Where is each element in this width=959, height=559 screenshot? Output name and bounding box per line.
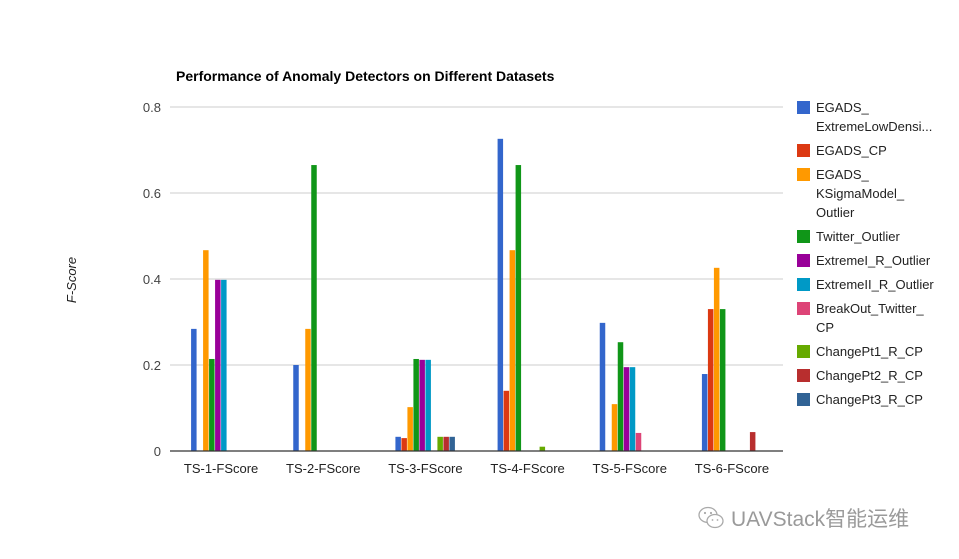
y-tick-label: 0.6 <box>143 186 161 201</box>
bar-changept2-r-cp-ts-6-fscore[interactable] <box>749 432 756 451</box>
y-tick-label: 0.4 <box>143 272 161 287</box>
bar-twitter-outlier-ts-5-fscore[interactable] <box>617 342 624 451</box>
watermark: UAVStack智能运维 <box>697 503 909 533</box>
legend-label: ChangePt3_R_CP <box>816 392 923 407</box>
bar-egads-ksigmamodel-outlier-ts-6-fscore[interactable] <box>713 267 720 451</box>
bar-twitter-outlier-ts-1-fscore[interactable] <box>209 358 215 451</box>
bar-egads-extremelowdensi--ts-2-fscore[interactable] <box>293 365 299 451</box>
bar-twitter-outlier-ts-4-fscore[interactable] <box>515 165 522 452</box>
legend-swatch <box>797 278 810 291</box>
legend-label: CP <box>816 320 834 335</box>
legend[interactable]: EGADS_ ExtremeLowDensi... EGADS_CP EGADS_ KS… <box>797 100 934 407</box>
legend-swatch <box>797 369 810 382</box>
bar-egads-extremelowdensi--ts-6-fscore[interactable] <box>701 374 708 451</box>
legend-swatch <box>797 393 810 406</box>
legend-label: EGADS_CP <box>816 143 887 158</box>
legend-label: EGADS_ <box>816 100 870 115</box>
bar-twitter-outlier-ts-3-fscore[interactable] <box>413 358 419 451</box>
legend-swatch <box>797 302 810 315</box>
legend-item[interactable]: ExtremeI_R_Outlier <box>797 253 931 268</box>
bar-twitter-outlier-ts-2-fscore[interactable] <box>311 165 317 452</box>
legend-label: ExtremeLowDensi... <box>816 119 932 134</box>
legend-label: BreakOut_Twitter_ <box>816 301 924 316</box>
bar-egads-extremelowdensi--ts-3-fscore[interactable] <box>395 436 401 451</box>
bar-egads-cp-ts-3-fscore[interactable] <box>401 438 407 451</box>
x-tick-label: TS-1-FScore <box>184 461 258 476</box>
bar-breakout-twitter-cp-ts-5-fscore[interactable] <box>635 432 642 451</box>
bars <box>191 138 756 452</box>
x-tick-label: TS-2-FScore <box>286 461 360 476</box>
bar-extremeii-r-outlier-ts-5-fscore[interactable] <box>629 367 636 451</box>
bar-egads-ksigmamodel-outlier-ts-2-fscore[interactable] <box>305 328 311 451</box>
legend-swatch <box>797 144 810 157</box>
bar-egads-extremelowdensi--ts-4-fscore[interactable] <box>497 138 504 451</box>
legend-item[interactable]: BreakOut_Twitter_ CP <box>797 301 924 335</box>
bar-egads-cp-ts-6-fscore[interactable] <box>707 309 714 451</box>
legend-item[interactable]: EGADS_CP <box>797 143 887 158</box>
y-axis-label: F-Score <box>64 257 79 303</box>
legend-label: EGADS_ <box>816 167 870 182</box>
legend-swatch <box>797 230 810 243</box>
y-tick-label: 0.2 <box>143 358 161 373</box>
bar-egads-extremelowdensi--ts-1-fscore[interactable] <box>191 328 197 451</box>
legend-label: ExtremeI_R_Outlier <box>816 253 931 268</box>
legend-item[interactable]: Twitter_Outlier <box>797 229 900 244</box>
bar-changept2-r-cp-ts-3-fscore[interactable] <box>443 436 449 451</box>
legend-item[interactable]: ChangePt3_R_CP <box>797 392 923 407</box>
bar-extremei-r-outlier-ts-5-fscore[interactable] <box>623 367 630 451</box>
grid <box>170 106 783 366</box>
bar-changept3-r-cp-ts-3-fscore[interactable] <box>449 436 455 451</box>
legend-swatch <box>797 168 810 181</box>
bar-changept1-r-cp-ts-3-fscore[interactable] <box>437 436 443 451</box>
y-tick-labels: 0 0.2 0.4 0.6 0.8 <box>143 100 161 459</box>
legend-label: ChangePt2_R_CP <box>816 368 923 383</box>
legend-swatch <box>797 101 810 114</box>
legend-swatch <box>797 254 810 267</box>
x-tick-labels: TS-1-FScore TS-2-FScore TS-3-FScore TS-4-FS… <box>184 461 769 476</box>
x-tick-label: TS-6-FScore <box>695 461 769 476</box>
legend-item[interactable]: ChangePt1_R_CP <box>797 344 923 359</box>
legend-label: KSigmaModel_ <box>816 186 905 201</box>
bar-extremeii-r-outlier-ts-3-fscore[interactable] <box>425 359 431 451</box>
bar-egads-extremelowdensi--ts-5-fscore[interactable] <box>599 322 606 451</box>
legend-item[interactable]: ChangePt2_R_CP <box>797 368 923 383</box>
bar-extremei-r-outlier-ts-1-fscore[interactable] <box>215 279 221 451</box>
wechat-icon <box>698 506 724 529</box>
bar-extremei-r-outlier-ts-3-fscore[interactable] <box>419 359 425 451</box>
chart-title: Performance of Anomaly Detectors on Diff… <box>176 68 555 84</box>
bar-egads-cp-ts-4-fscore[interactable] <box>503 390 510 451</box>
bar-egads-ksigmamodel-outlier-ts-4-fscore[interactable] <box>509 250 516 451</box>
x-tick-label: TS-4-FScore <box>490 461 564 476</box>
bar-twitter-outlier-ts-6-fscore[interactable] <box>719 309 726 451</box>
legend-label: Twitter_Outlier <box>816 229 900 244</box>
legend-swatch <box>797 345 810 358</box>
watermark-text: UAVStack智能运维 <box>731 508 910 531</box>
legend-item[interactable]: ExtremeII_R_Outlier <box>797 277 934 292</box>
legend-label: ChangePt1_R_CP <box>816 344 923 359</box>
bar-extremeii-r-outlier-ts-1-fscore[interactable] <box>221 279 227 451</box>
bar-changept1-r-cp-ts-4-fscore[interactable] <box>539 446 546 451</box>
legend-label: Outlier <box>816 205 855 220</box>
bar-egads-ksigmamodel-outlier-ts-1-fscore[interactable] <box>203 250 209 451</box>
bar-egads-ksigmamodel-outlier-ts-3-fscore[interactable] <box>407 407 413 451</box>
legend-label: ExtremeII_R_Outlier <box>816 277 934 292</box>
bar-egads-ksigmamodel-outlier-ts-5-fscore[interactable] <box>611 404 618 451</box>
legend-item[interactable]: EGADS_ ExtremeLowDensi... <box>797 100 932 134</box>
x-tick-label: TS-3-FScore <box>388 461 462 476</box>
legend-item[interactable]: EGADS_ KSigmaModel_ Outlier <box>797 167 905 220</box>
x-tick-label: TS-5-FScore <box>593 461 667 476</box>
y-tick-label: 0.8 <box>143 100 161 115</box>
y-tick-label: 0 <box>154 444 161 459</box>
